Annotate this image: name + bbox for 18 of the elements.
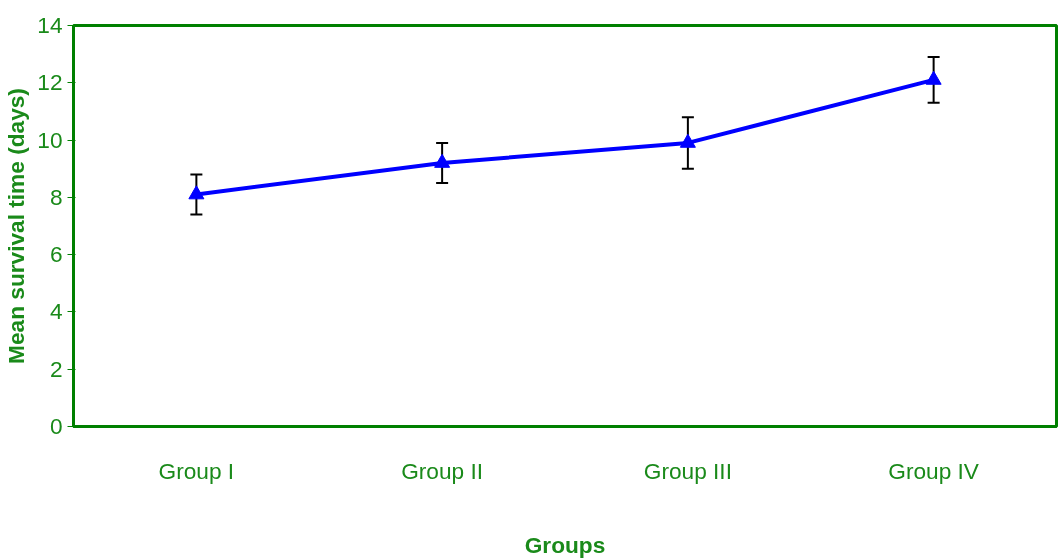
x-tick-label: Group II bbox=[401, 457, 484, 484]
y-tick-label: 6 bbox=[49, 241, 63, 268]
y-tick-label: 0 bbox=[49, 413, 63, 439]
x-tick-label: Group IV bbox=[888, 457, 980, 484]
y-tick-label: 4 bbox=[49, 298, 63, 325]
y-axis-title: Mean survival time (days) bbox=[3, 88, 30, 364]
point bbox=[925, 70, 942, 85]
y-tick-label: 2 bbox=[49, 355, 63, 382]
y-tick-label: 12 bbox=[37, 69, 63, 96]
point bbox=[434, 153, 451, 168]
y-tick-label: 14 bbox=[37, 12, 63, 38]
x-tick-label: Group III bbox=[643, 457, 732, 484]
point bbox=[679, 133, 696, 148]
y-tick-label: 8 bbox=[49, 183, 63, 210]
y-tick-label: 10 bbox=[37, 126, 63, 153]
x-axis-title: Groups bbox=[524, 531, 606, 558]
x-tick-label: Group I bbox=[158, 457, 235, 484]
point bbox=[188, 185, 205, 200]
